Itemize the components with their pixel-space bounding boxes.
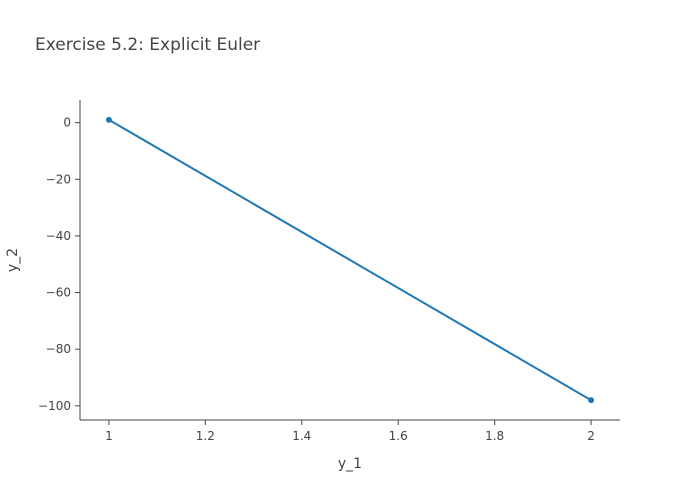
series-line (108, 118, 592, 402)
series-group (105, 116, 595, 404)
data-point (588, 397, 595, 404)
x-tick-label: 2 (587, 429, 595, 443)
y-axis-ticks: 0 −20 −40 −60 −80 −100 (38, 116, 80, 413)
x-tick-label: 1.8 (485, 429, 504, 443)
x-tick-label: 1 (105, 429, 113, 443)
x-tick-label: 1.6 (389, 429, 408, 443)
chart-title: Exercise 5.2: Explicit Euler (35, 35, 260, 55)
y-tick-label: −20 (46, 172, 71, 186)
y-tick-label: −100 (38, 399, 71, 413)
x-axis-label: y_1 (338, 456, 362, 472)
data-point (105, 116, 112, 123)
y-tick-label: 0 (63, 116, 71, 130)
y-tick-label: −80 (46, 342, 71, 356)
y-tick-label: −60 (46, 286, 71, 300)
x-tick-label: 1.2 (196, 429, 215, 443)
x-axis-ticks: 1 1.2 1.4 1.6 1.8 2 (105, 420, 595, 443)
plot-area: 1 1.2 1.4 1.6 1.8 2 0 −20 −40 −60 −80 −100 (38, 100, 620, 443)
x-tick-label: 1.4 (292, 429, 311, 443)
y-axis-label: y_2 (5, 248, 21, 272)
y-tick-label: −40 (46, 229, 71, 243)
